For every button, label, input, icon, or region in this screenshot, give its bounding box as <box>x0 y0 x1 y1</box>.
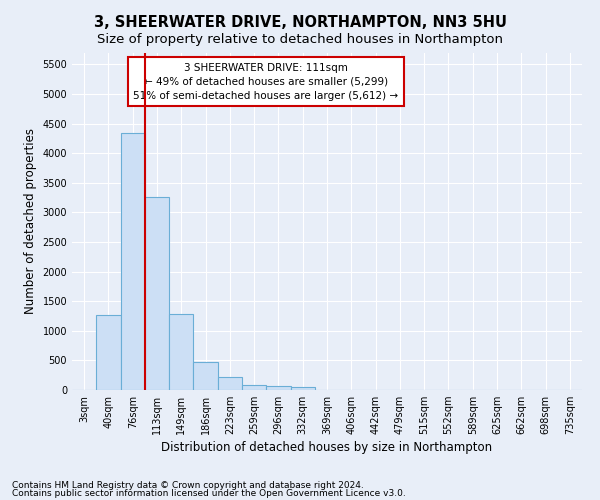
Bar <box>121 133 145 390</box>
Text: Size of property relative to detached houses in Northampton: Size of property relative to detached ho… <box>97 32 503 46</box>
Text: Contains public sector information licensed under the Open Government Licence v3: Contains public sector information licen… <box>12 489 406 498</box>
Bar <box>290 386 315 390</box>
Text: 3, SHEERWATER DRIVE, NORTHAMPTON, NN3 5HU: 3, SHEERWATER DRIVE, NORTHAMPTON, NN3 5H… <box>94 15 506 30</box>
Bar <box>193 362 218 390</box>
Text: Contains HM Land Registry data © Crown copyright and database right 2024.: Contains HM Land Registry data © Crown c… <box>12 480 364 490</box>
Bar <box>218 378 242 390</box>
Bar <box>96 316 121 390</box>
Bar <box>266 386 290 390</box>
X-axis label: Distribution of detached houses by size in Northampton: Distribution of detached houses by size … <box>161 442 493 454</box>
Text: 3 SHEERWATER DRIVE: 111sqm
← 49% of detached houses are smaller (5,299)
51% of s: 3 SHEERWATER DRIVE: 111sqm ← 49% of deta… <box>133 62 398 100</box>
Bar <box>145 197 169 390</box>
Y-axis label: Number of detached properties: Number of detached properties <box>24 128 37 314</box>
Bar <box>169 314 193 390</box>
Bar <box>242 385 266 390</box>
